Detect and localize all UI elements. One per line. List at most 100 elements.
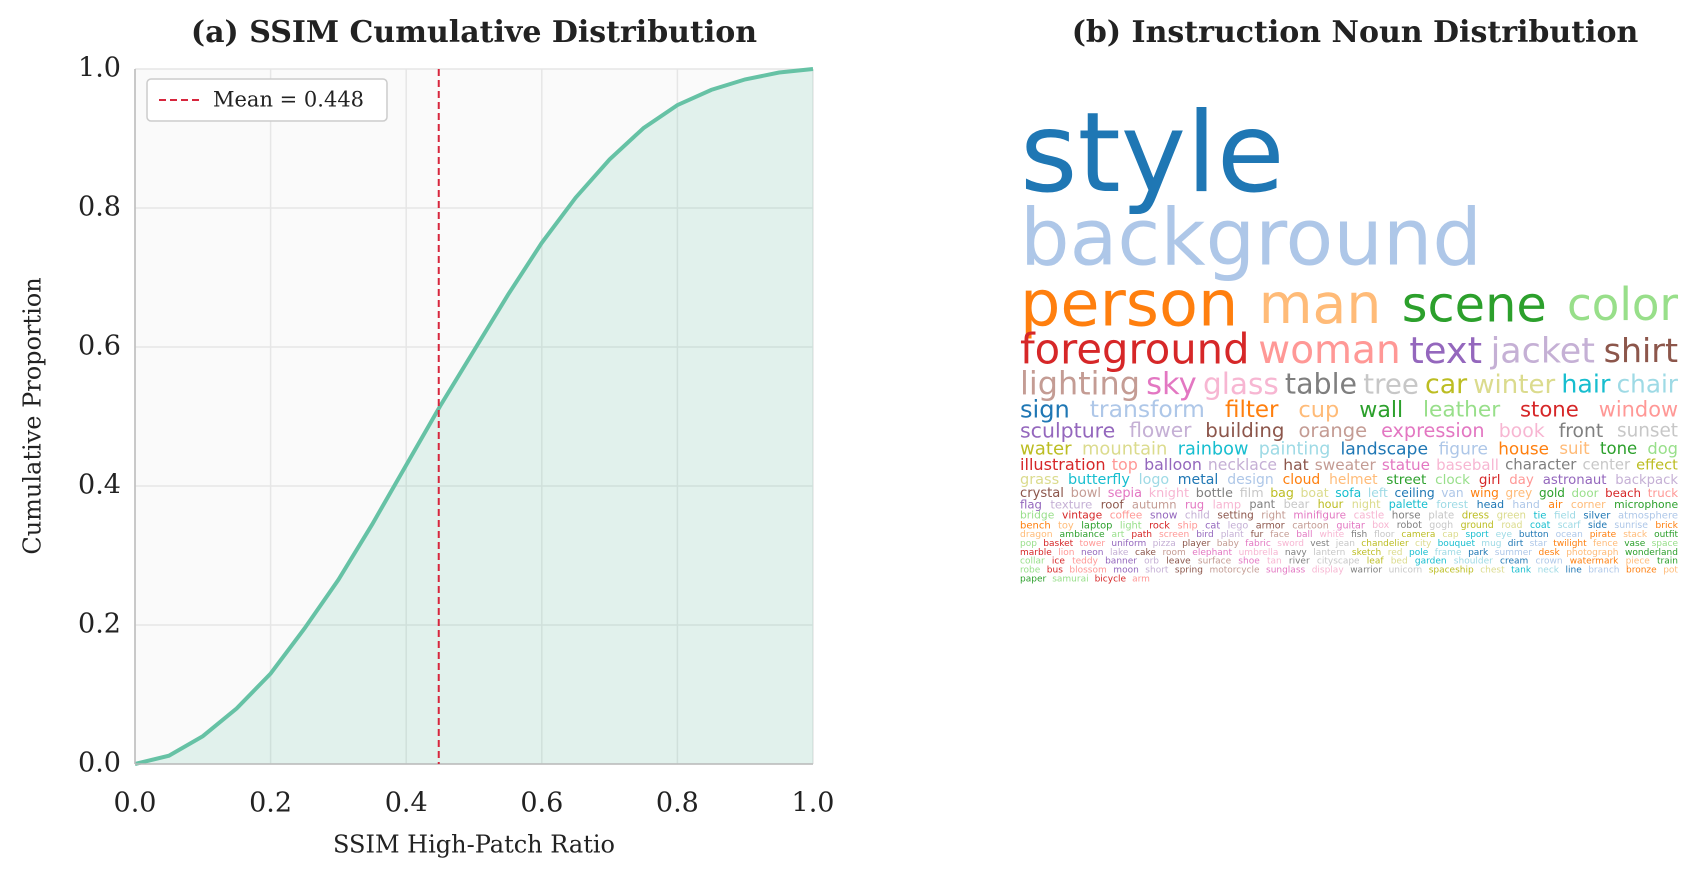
word: corner xyxy=(1571,498,1606,511)
word: bridge xyxy=(1020,509,1054,522)
word: sign xyxy=(1020,396,1070,424)
word: statue xyxy=(1382,456,1430,474)
word: fur xyxy=(1251,530,1264,540)
word: front xyxy=(1559,421,1603,442)
word: rug xyxy=(1185,498,1204,512)
word: leaf xyxy=(1367,557,1385,567)
word: vase xyxy=(1624,539,1646,549)
word: truck xyxy=(1648,486,1678,500)
word: man xyxy=(1259,273,1382,337)
word: leave xyxy=(1166,557,1191,567)
word: gold xyxy=(1539,486,1565,500)
word: surface xyxy=(1198,557,1232,567)
word: head xyxy=(1477,498,1504,511)
y-tick-label: 0.8 xyxy=(78,192,121,223)
word: desk xyxy=(1539,548,1561,558)
word: shoulder xyxy=(1454,557,1493,567)
cdf-line xyxy=(134,67,814,766)
word: ceiling xyxy=(1395,486,1435,500)
word: fence xyxy=(1593,539,1618,549)
word: air xyxy=(1548,498,1563,511)
word: bed xyxy=(1391,557,1408,567)
word: short xyxy=(1145,566,1169,576)
word: jacket xyxy=(1490,332,1595,372)
word: mug xyxy=(1481,539,1501,549)
word: character xyxy=(1505,456,1577,474)
word: chandelier xyxy=(1361,539,1409,549)
word: bowl xyxy=(1071,486,1101,501)
word: coat xyxy=(1530,520,1551,531)
word: pizza xyxy=(1153,539,1176,549)
word: plant xyxy=(1221,530,1244,540)
word: eye xyxy=(1496,530,1513,540)
word: tower xyxy=(1080,539,1106,549)
word: arm xyxy=(1132,574,1150,584)
x-tick-label: 0.0 xyxy=(114,788,157,819)
word: roof xyxy=(1101,498,1125,512)
word: art xyxy=(1112,530,1125,540)
word: pot xyxy=(1663,566,1678,576)
x-tick-label: 0.6 xyxy=(520,788,563,819)
word: bronze xyxy=(1626,566,1657,576)
word: tree xyxy=(1363,368,1419,401)
word: building xyxy=(1205,419,1284,442)
word: shirt xyxy=(1604,331,1678,370)
word: suit xyxy=(1559,439,1590,458)
y-axis-label: Cumulative Proportion xyxy=(19,277,47,554)
word: hair xyxy=(1561,370,1611,399)
word: child xyxy=(1185,510,1210,522)
word: dragon xyxy=(1020,529,1053,540)
word: pop xyxy=(1020,539,1037,549)
word: armor xyxy=(1256,521,1285,532)
word: teddy xyxy=(1072,557,1098,567)
word: scene xyxy=(1402,275,1547,333)
word: tone xyxy=(1600,439,1637,458)
word: face xyxy=(1270,530,1290,540)
word: tie xyxy=(1534,511,1547,522)
word: mountain xyxy=(1082,439,1167,460)
word: grey xyxy=(1506,486,1533,500)
word: room xyxy=(1163,548,1186,558)
word: tank xyxy=(1511,566,1532,576)
y-tick-label: 1.0 xyxy=(78,53,121,84)
word: metal xyxy=(1178,472,1218,488)
word: girl xyxy=(1479,472,1501,488)
word: baby xyxy=(1217,539,1240,549)
word: lake xyxy=(1110,548,1129,558)
word: park xyxy=(1468,548,1489,558)
word: dress xyxy=(1462,511,1489,522)
word: lantern xyxy=(1313,548,1345,558)
word: robe xyxy=(1020,566,1041,576)
word: house xyxy=(1498,439,1549,459)
word: floor xyxy=(1374,530,1395,540)
x-axis-label: SSIM High-Patch Ratio xyxy=(333,831,615,859)
word: fabric xyxy=(1245,539,1271,549)
word: pant xyxy=(1249,498,1275,511)
word: dog xyxy=(1647,439,1678,458)
word: motorcycle xyxy=(1210,566,1261,576)
word: paper xyxy=(1020,574,1046,584)
word: foreground xyxy=(1020,325,1250,374)
word: bird xyxy=(1196,530,1213,540)
word: filter xyxy=(1225,397,1279,423)
word: book xyxy=(1499,420,1545,442)
word: plate xyxy=(1428,510,1454,522)
word: spring xyxy=(1175,566,1203,576)
word: hour xyxy=(1318,498,1344,511)
word: scarf xyxy=(1558,520,1581,531)
word: hat xyxy=(1283,456,1308,474)
word: top xyxy=(1112,455,1138,474)
word: sculpture xyxy=(1020,418,1115,442)
word: uniform xyxy=(1111,539,1146,549)
word: piece xyxy=(1626,557,1651,567)
word: transform xyxy=(1090,395,1205,423)
word: minifigure xyxy=(1293,510,1346,522)
word: setting xyxy=(1217,510,1253,522)
word: sketch xyxy=(1352,548,1381,558)
word: orange xyxy=(1299,419,1368,442)
y-tick-label: 0.2 xyxy=(78,609,121,640)
word: flag xyxy=(1020,498,1042,512)
word: cap xyxy=(1442,530,1458,540)
word: stone xyxy=(1520,397,1579,422)
